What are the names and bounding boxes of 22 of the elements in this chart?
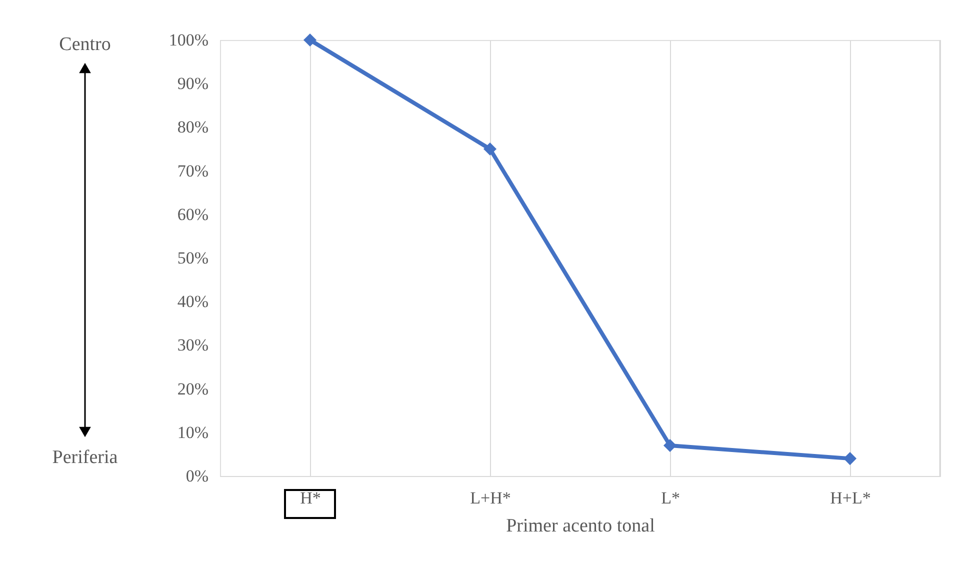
point: [483, 142, 497, 156]
y-tick-label: 40%: [177, 292, 208, 312]
y-tick-label: 50%: [177, 248, 208, 268]
x-tick-label: H*: [300, 488, 321, 508]
y-tick-label: 30%: [177, 336, 208, 355]
text: Periferia: [52, 447, 118, 468]
y-tick-label: 70%: [177, 161, 208, 180]
point: [843, 452, 857, 466]
x-tick-label: L+H*: [470, 488, 511, 508]
y-tick-label: 20%: [177, 379, 208, 398]
y-tick-label: 10%: [177, 422, 208, 442]
y-tick-label: 90%: [177, 74, 208, 94]
x-axis-title: Primer acento tonal: [506, 516, 655, 536]
x-tick-label: L*: [661, 488, 680, 508]
x-tick-label: H+L*: [830, 488, 871, 508]
y-tick-label: 80%: [177, 118, 208, 137]
y-tick-label: 60%: [177, 204, 208, 224]
text: Centro: [59, 34, 111, 55]
y-tick-label: 100%: [168, 30, 208, 50]
point: [303, 33, 317, 47]
y-tick-label: 0%: [186, 466, 208, 486]
point: [663, 438, 677, 452]
